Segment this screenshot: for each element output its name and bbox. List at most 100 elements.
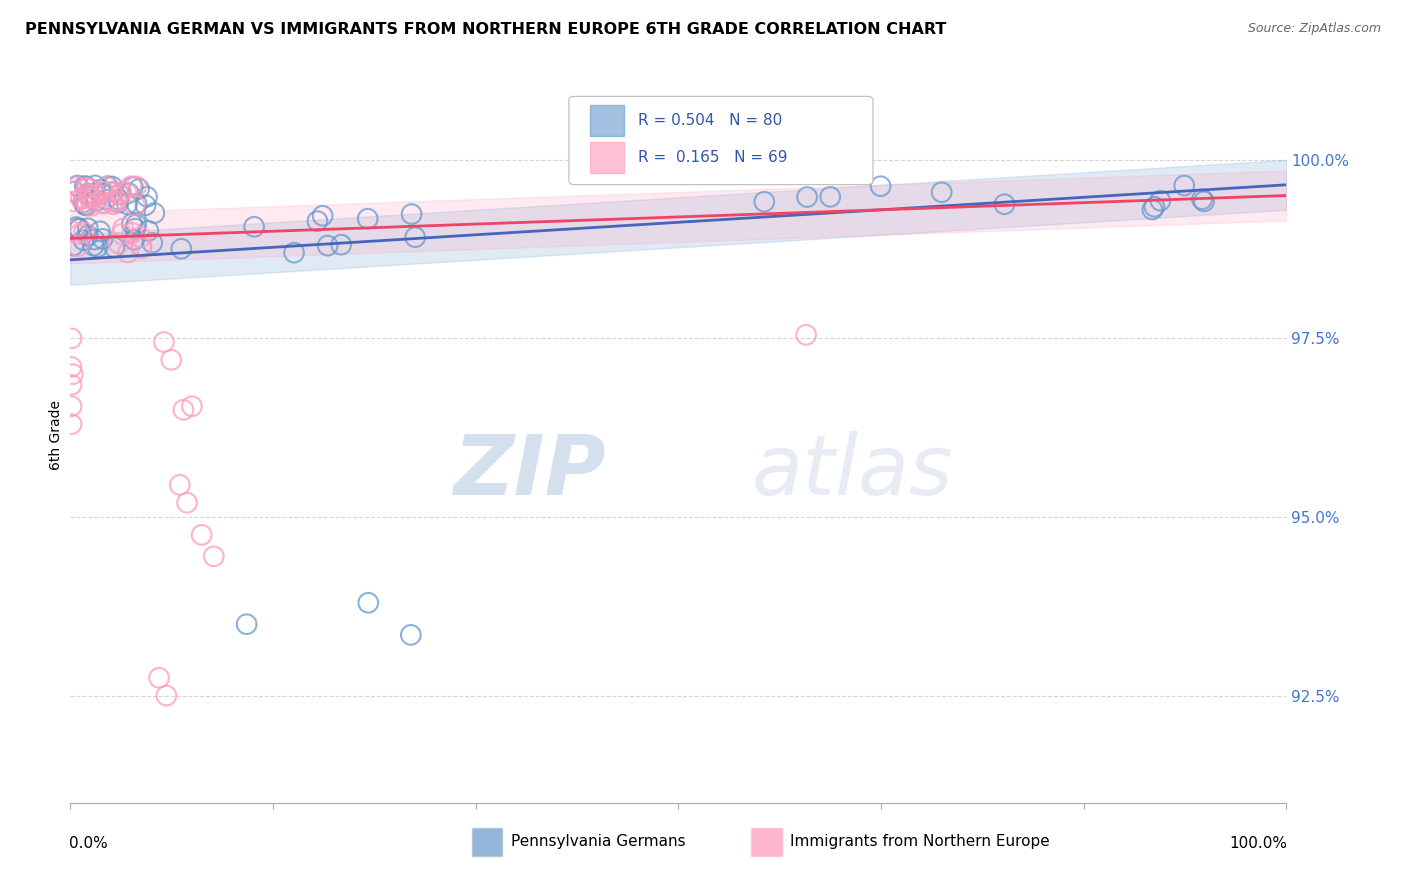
Point bbox=[754, 194, 776, 209]
Text: 0.0%: 0.0% bbox=[69, 836, 108, 851]
FancyBboxPatch shape bbox=[569, 96, 873, 185]
Point bbox=[170, 242, 193, 256]
Text: R = 0.504   N = 80: R = 0.504 N = 80 bbox=[638, 113, 783, 128]
Point bbox=[63, 185, 86, 199]
Text: Immigrants from Northern Europe: Immigrants from Northern Europe bbox=[790, 834, 1050, 849]
Point bbox=[1191, 192, 1213, 206]
Point bbox=[108, 187, 131, 202]
Point bbox=[931, 185, 953, 199]
Point bbox=[60, 417, 83, 431]
Point bbox=[91, 232, 114, 246]
Point bbox=[67, 239, 90, 253]
Point bbox=[307, 214, 329, 228]
Point bbox=[77, 186, 100, 201]
Point bbox=[202, 549, 225, 564]
Point bbox=[104, 194, 127, 208]
Point bbox=[148, 671, 170, 685]
FancyBboxPatch shape bbox=[751, 828, 782, 855]
Point bbox=[110, 227, 132, 241]
Point bbox=[169, 478, 191, 492]
Point bbox=[83, 239, 105, 253]
FancyBboxPatch shape bbox=[589, 142, 624, 173]
Point bbox=[136, 190, 159, 204]
Point bbox=[190, 528, 212, 542]
Point bbox=[72, 195, 94, 210]
Point bbox=[399, 628, 422, 642]
Point bbox=[180, 399, 204, 413]
Text: Pennsylvania Germans: Pennsylvania Germans bbox=[510, 834, 685, 849]
Point bbox=[1192, 194, 1215, 209]
Point bbox=[62, 367, 84, 381]
Point bbox=[96, 180, 118, 194]
Point bbox=[125, 196, 148, 211]
Point bbox=[107, 195, 129, 210]
Point bbox=[107, 193, 129, 207]
Point bbox=[110, 185, 132, 199]
Point bbox=[1142, 202, 1164, 217]
Point bbox=[316, 238, 339, 252]
Point bbox=[72, 233, 94, 247]
Point bbox=[67, 221, 90, 235]
Point bbox=[93, 196, 115, 211]
Point bbox=[86, 240, 108, 254]
Point bbox=[63, 185, 86, 199]
Point bbox=[76, 179, 98, 194]
Point bbox=[108, 187, 131, 202]
Point bbox=[101, 197, 124, 211]
Point bbox=[65, 220, 87, 235]
Point bbox=[69, 222, 91, 236]
Point bbox=[120, 179, 142, 194]
Point bbox=[76, 182, 98, 196]
Point bbox=[89, 224, 111, 238]
Point bbox=[60, 331, 83, 345]
Point bbox=[66, 180, 89, 194]
Point bbox=[83, 233, 105, 247]
Point bbox=[235, 617, 257, 632]
Point bbox=[63, 194, 86, 209]
Y-axis label: 6th Grade: 6th Grade bbox=[49, 400, 63, 470]
Point bbox=[101, 179, 124, 194]
Point bbox=[60, 224, 83, 238]
Point bbox=[90, 186, 112, 201]
Point bbox=[79, 188, 101, 202]
Point bbox=[84, 187, 107, 202]
Point bbox=[993, 197, 1015, 211]
Point bbox=[84, 178, 107, 193]
Point bbox=[131, 239, 153, 253]
Point bbox=[155, 689, 177, 703]
Point bbox=[176, 496, 198, 510]
Point bbox=[125, 218, 148, 232]
Point bbox=[80, 199, 103, 213]
Point bbox=[73, 198, 96, 212]
Point bbox=[115, 186, 138, 200]
Point bbox=[103, 240, 125, 254]
Point bbox=[160, 352, 183, 367]
Point bbox=[1143, 200, 1166, 214]
Point bbox=[76, 221, 98, 235]
Point bbox=[115, 197, 138, 211]
Point bbox=[128, 182, 150, 196]
FancyBboxPatch shape bbox=[471, 828, 502, 855]
Point bbox=[67, 227, 90, 241]
Text: PENNSYLVANIA GERMAN VS IMMIGRANTS FROM NORTHERN EUROPE 6TH GRADE CORRELATION CHA: PENNSYLVANIA GERMAN VS IMMIGRANTS FROM N… bbox=[25, 22, 946, 37]
Point bbox=[794, 327, 817, 342]
Point bbox=[84, 194, 107, 208]
Point bbox=[153, 334, 176, 349]
Point bbox=[76, 196, 98, 211]
Point bbox=[101, 194, 124, 208]
Point bbox=[118, 186, 141, 201]
Point bbox=[122, 233, 145, 247]
Point bbox=[121, 217, 143, 231]
Point bbox=[73, 192, 96, 206]
Point bbox=[107, 236, 129, 251]
Point bbox=[122, 180, 145, 194]
Point bbox=[79, 191, 101, 205]
Point bbox=[66, 178, 89, 193]
Text: Source: ZipAtlas.com: Source: ZipAtlas.com bbox=[1247, 22, 1381, 36]
Point bbox=[283, 245, 305, 260]
Point bbox=[131, 241, 153, 255]
Point bbox=[94, 193, 117, 207]
Point bbox=[141, 235, 163, 250]
Point bbox=[124, 198, 146, 212]
Point bbox=[112, 221, 135, 235]
